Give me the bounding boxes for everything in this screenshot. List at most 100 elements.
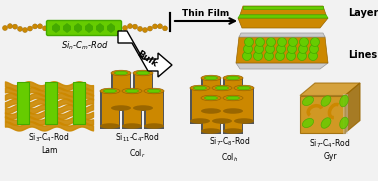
Ellipse shape xyxy=(144,88,164,94)
Bar xyxy=(146,91,163,126)
Circle shape xyxy=(287,52,296,60)
Polygon shape xyxy=(96,23,104,33)
Ellipse shape xyxy=(194,86,206,90)
Polygon shape xyxy=(238,18,328,28)
Ellipse shape xyxy=(111,70,131,76)
Circle shape xyxy=(138,26,143,31)
Bar xyxy=(133,73,153,111)
Bar xyxy=(212,88,232,124)
Ellipse shape xyxy=(122,123,142,129)
Ellipse shape xyxy=(133,70,153,76)
Ellipse shape xyxy=(115,71,127,75)
Circle shape xyxy=(297,52,307,60)
Circle shape xyxy=(12,24,17,29)
Bar xyxy=(100,91,120,129)
Circle shape xyxy=(143,28,147,33)
Circle shape xyxy=(17,26,23,31)
Ellipse shape xyxy=(223,75,243,81)
Circle shape xyxy=(33,24,37,29)
Circle shape xyxy=(133,24,138,29)
Ellipse shape xyxy=(201,108,221,114)
Circle shape xyxy=(158,24,163,29)
Polygon shape xyxy=(300,83,360,96)
Circle shape xyxy=(266,37,276,47)
Text: Bulk: Bulk xyxy=(135,49,159,69)
Circle shape xyxy=(37,24,42,29)
Text: Si$_3$-C$_4$-Rod
Lam: Si$_3$-C$_4$-Rod Lam xyxy=(28,131,70,155)
Text: Thin Film: Thin Film xyxy=(182,9,229,18)
Ellipse shape xyxy=(226,76,240,80)
Ellipse shape xyxy=(136,71,150,75)
Bar xyxy=(190,88,210,124)
Circle shape xyxy=(152,24,158,29)
Bar xyxy=(225,78,242,111)
Polygon shape xyxy=(236,63,328,69)
Bar xyxy=(300,96,345,133)
Text: Lines: Lines xyxy=(348,50,377,60)
Ellipse shape xyxy=(340,117,348,129)
Polygon shape xyxy=(243,6,323,9)
Polygon shape xyxy=(85,23,93,33)
Ellipse shape xyxy=(190,85,210,91)
Bar xyxy=(135,73,152,108)
Circle shape xyxy=(243,45,253,54)
FancyBboxPatch shape xyxy=(46,20,121,35)
Polygon shape xyxy=(107,23,115,33)
Ellipse shape xyxy=(340,95,348,107)
Circle shape xyxy=(254,52,262,60)
Ellipse shape xyxy=(302,118,314,128)
Polygon shape xyxy=(236,37,328,63)
Bar xyxy=(113,73,130,108)
Ellipse shape xyxy=(122,88,142,94)
Polygon shape xyxy=(238,15,328,18)
Circle shape xyxy=(265,45,274,54)
Polygon shape xyxy=(118,31,172,77)
Ellipse shape xyxy=(100,123,120,129)
Ellipse shape xyxy=(133,105,153,111)
Bar xyxy=(102,91,118,126)
Circle shape xyxy=(122,26,127,31)
Ellipse shape xyxy=(237,86,251,90)
Bar xyxy=(203,78,220,111)
Bar xyxy=(111,73,131,111)
Ellipse shape xyxy=(321,96,331,106)
Ellipse shape xyxy=(104,89,116,93)
Circle shape xyxy=(277,37,287,47)
Ellipse shape xyxy=(234,118,254,124)
Bar xyxy=(214,88,231,121)
Circle shape xyxy=(310,37,319,47)
Ellipse shape xyxy=(302,96,314,106)
Circle shape xyxy=(42,26,48,31)
Circle shape xyxy=(243,52,251,60)
Ellipse shape xyxy=(223,128,243,134)
Ellipse shape xyxy=(201,95,221,101)
Text: Si$_7$-C$_4$-Rod
Gyr: Si$_7$-C$_4$-Rod Gyr xyxy=(309,137,351,161)
Polygon shape xyxy=(345,83,360,133)
Text: Si$_7$-C$_8$-Rod
Col$_h$: Si$_7$-C$_8$-Rod Col$_h$ xyxy=(209,135,251,164)
Circle shape xyxy=(256,37,265,47)
Ellipse shape xyxy=(147,89,161,93)
Circle shape xyxy=(265,52,274,60)
Polygon shape xyxy=(52,23,60,33)
Circle shape xyxy=(288,45,296,54)
Bar xyxy=(122,91,142,129)
Bar xyxy=(234,88,254,124)
Bar xyxy=(343,94,348,134)
Circle shape xyxy=(288,37,297,47)
Ellipse shape xyxy=(125,89,138,93)
Bar xyxy=(45,82,57,124)
Circle shape xyxy=(28,26,33,31)
Bar xyxy=(124,91,141,126)
Ellipse shape xyxy=(212,118,232,124)
Bar xyxy=(223,78,243,114)
Circle shape xyxy=(23,28,28,33)
Ellipse shape xyxy=(144,123,164,129)
Circle shape xyxy=(254,45,263,54)
Circle shape xyxy=(147,26,152,31)
Bar xyxy=(201,98,221,134)
Bar xyxy=(192,88,209,121)
Ellipse shape xyxy=(226,96,240,100)
Circle shape xyxy=(308,52,318,60)
Circle shape xyxy=(8,24,12,29)
Ellipse shape xyxy=(223,108,243,114)
